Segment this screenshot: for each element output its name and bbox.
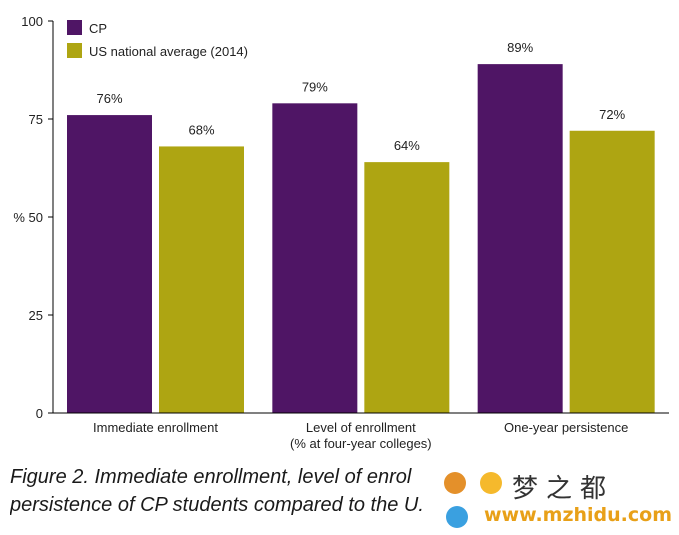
caption-line-1: Figure 2. Immediate enrollment, level of… — [10, 466, 412, 488]
bar — [67, 115, 152, 413]
data-label: 89% — [507, 40, 533, 55]
bar — [569, 130, 655, 413]
data-label: 72% — [599, 107, 625, 122]
bar — [272, 103, 358, 413]
watermark-logo: 梦之都 www.mzhidu.com — [438, 466, 679, 532]
legend: CP US national average (2014) — [67, 20, 248, 59]
data-labels: 76% 68% 79% 64% 89% 72% — [96, 40, 625, 153]
y-tick-label: 0 — [36, 406, 43, 421]
x-tick-label: (% at four-year colleges) — [290, 436, 432, 451]
data-label: 64% — [394, 138, 420, 153]
bars — [67, 64, 655, 414]
figure-caption: Figure 2. Immediate enrollment, level of… — [10, 463, 440, 519]
watermark-text: 梦之都 — [512, 474, 615, 504]
legend-label: CP — [89, 21, 107, 36]
bar — [477, 64, 563, 414]
x-tick-label: Immediate enrollment — [93, 420, 218, 435]
x-tick-label: One-year persistence — [504, 420, 628, 435]
caption-line-2: persistence of CP students compared to t… — [10, 494, 424, 516]
watermark-url: www.mzhidu.com — [484, 504, 673, 526]
watermark-droplet-icon — [446, 506, 468, 528]
y-tick-label: 75 — [29, 112, 43, 127]
y-tick-label: % 50 — [13, 210, 43, 225]
y-tick-label: 25 — [29, 308, 43, 323]
bar-chart: 0 25 % 50 75 100 76% 68% 79% 64% 89% 72% Immediat… — [13, 14, 669, 451]
watermark-chat-icon — [480, 472, 502, 494]
bar — [364, 162, 450, 413]
data-label: 76% — [96, 91, 122, 106]
data-label: 79% — [302, 79, 328, 94]
x-tick-label: Level of enrollment — [306, 420, 416, 435]
x-axis: Immediate enrollment Level of enrollment(… — [53, 412, 669, 451]
data-label: 68% — [188, 122, 214, 137]
legend-swatch — [67, 43, 82, 58]
watermark-face-icon — [444, 472, 466, 494]
legend-label: US national average (2014) — [89, 44, 248, 59]
bar — [159, 146, 244, 413]
y-axis: 0 25 % 50 75 100 — [13, 14, 54, 421]
legend-swatch — [67, 20, 82, 35]
y-tick-label: 100 — [21, 14, 43, 29]
